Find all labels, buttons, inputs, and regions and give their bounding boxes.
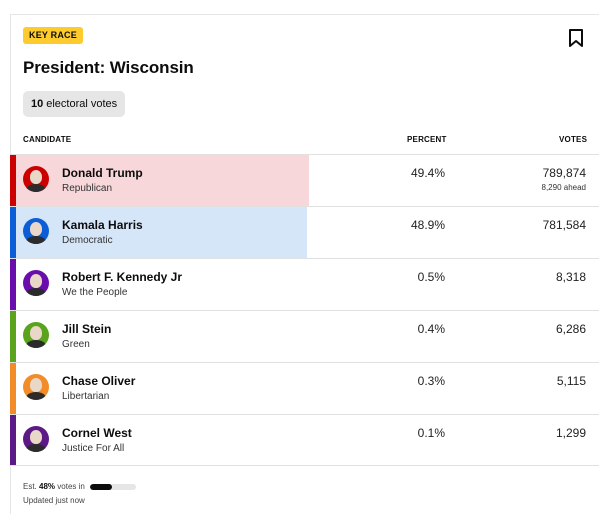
party-color-bar xyxy=(10,311,16,362)
party-color-bar xyxy=(10,363,16,414)
votes-in-progress-bar xyxy=(90,483,137,490)
electoral-votes-pill: 10 electoral votes xyxy=(23,91,126,117)
race-title: President: Wisconsin xyxy=(23,58,194,77)
updated-timestamp: Updated just now xyxy=(23,496,85,505)
electoral-votes-count: 10 xyxy=(31,98,44,110)
party-color-bar xyxy=(10,155,16,206)
race-card: KEY RACE President: Wisconsin 10 electora… xyxy=(10,14,599,514)
candidate-name: Robert F. Kennedy Jr xyxy=(62,270,183,284)
candidate-row: Robert F. Kennedy Jr We the People 0.5% … xyxy=(10,258,599,310)
candidate-lead: 8,290 ahead xyxy=(541,183,587,192)
column-header-candidate: CANDIDATE xyxy=(23,135,72,144)
candidate-name: Chase Oliver xyxy=(62,374,136,388)
candidate-percent: 49.4% xyxy=(410,166,445,180)
candidate-party: Green xyxy=(62,339,90,350)
candidate-votes: 8,318 xyxy=(555,270,586,284)
candidate-avatar xyxy=(23,374,49,400)
electoral-votes-label: electoral votes xyxy=(46,98,118,110)
candidate-party: Republican xyxy=(62,183,113,194)
party-color-bar xyxy=(10,207,16,258)
candidate-avatar xyxy=(23,322,49,348)
candidate-votes: 6,286 xyxy=(555,322,586,336)
candidate-avatar xyxy=(23,426,49,452)
candidate-percent: 48.9% xyxy=(410,218,445,232)
votes-in-estimate: Est. 48% votes in xyxy=(23,482,137,491)
candidate-share-fill xyxy=(10,155,310,206)
candidate-name: Kamala Harris xyxy=(62,218,143,232)
estimate-prefix: Est. xyxy=(23,482,37,491)
candidate-row: Kamala Harris Democratic 48.9% 781,584 xyxy=(10,206,599,258)
candidate-percent: 0.3% xyxy=(417,374,445,388)
candidate-votes: 1,299 xyxy=(555,426,586,440)
key-race-badge: KEY RACE xyxy=(23,27,83,44)
column-header-percent: PERCENT xyxy=(407,135,447,144)
candidate-name: Donald Trump xyxy=(62,166,143,180)
votes-in-progress-fill xyxy=(90,483,113,490)
candidate-list: Donald Trump Republican 49.4% 789,874 8,… xyxy=(10,154,599,466)
column-header-votes: VOTES xyxy=(559,135,588,144)
estimate-value: 48% xyxy=(39,482,56,491)
candidate-row: Chase Oliver Libertarian 0.3% 5,115 xyxy=(10,362,599,414)
party-color-bar xyxy=(10,415,16,465)
party-color-bar xyxy=(10,259,16,310)
candidate-votes: 5,115 xyxy=(556,374,586,388)
candidate-percent: 0.5% xyxy=(417,270,445,284)
candidate-row: Donald Trump Republican 49.4% 789,874 8,… xyxy=(10,154,599,206)
candidate-row: Cornel West Justice For All 0.1% 1,299 xyxy=(10,414,599,466)
estimate-suffix: votes in xyxy=(57,482,85,491)
candidate-party: Democratic xyxy=(62,235,113,246)
candidate-votes: 789,874 xyxy=(542,166,586,180)
candidate-party: Libertarian xyxy=(62,391,110,402)
candidate-name: Cornel West xyxy=(62,426,132,440)
candidate-row: Jill Stein Green 0.4% 6,286 xyxy=(10,310,599,362)
candidate-share-fill xyxy=(10,207,307,258)
candidate-avatar xyxy=(23,218,49,244)
candidate-avatar xyxy=(23,270,49,296)
candidate-percent: 0.1% xyxy=(417,426,445,440)
candidate-party: We the People xyxy=(62,287,128,298)
bookmark-icon[interactable] xyxy=(567,28,585,48)
candidate-party: Justice For All xyxy=(62,443,125,454)
candidate-avatar xyxy=(23,166,49,192)
candidate-percent: 0.4% xyxy=(417,322,445,336)
candidate-votes: 781,584 xyxy=(542,218,586,232)
candidate-name: Jill Stein xyxy=(62,322,112,336)
